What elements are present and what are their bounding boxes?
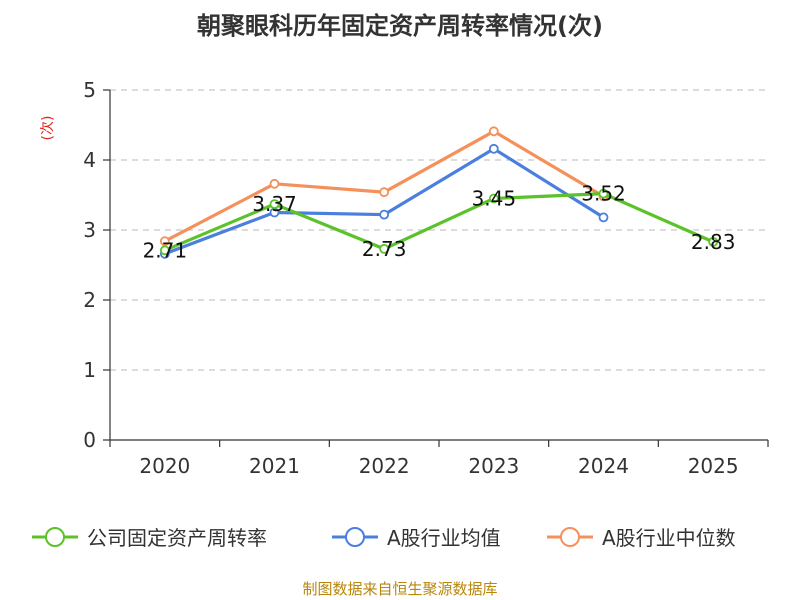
data-labels: 2.71 3.37 2.73 3.45 3.52 2.83 <box>143 182 736 263</box>
y-tick-label: 4 <box>83 148 96 172</box>
data-label: 3.52 <box>581 182 626 206</box>
data-label: 3.45 <box>472 187 517 211</box>
series <box>159 126 719 259</box>
x-tick-label: 2022 <box>359 454 410 478</box>
legend-item-3[interactable]: A股行业中位数 <box>547 526 736 550</box>
x-tick-label: 2023 <box>468 454 519 478</box>
y-tick-label: 2 <box>83 288 96 312</box>
x-tick-label: 2020 <box>139 454 190 478</box>
source-note: 制图数据来自恒生聚源数据库 <box>302 580 497 598</box>
legend: 公司固定资产周转率 A股行业均值 A股行业中位数 <box>32 526 736 550</box>
data-point[interactable] <box>379 209 390 220</box>
series-1 <box>159 188 719 256</box>
chart-title: 朝聚眼科历年固定资产周转率情况(次) <box>197 12 603 40</box>
legend-label: 公司固定资产周转率 <box>87 526 267 550</box>
legend-marker <box>45 527 65 547</box>
y-tick-label: 1 <box>83 358 96 382</box>
legend-item-2[interactable]: A股行业均值 <box>332 526 501 550</box>
data-point[interactable] <box>159 245 170 256</box>
grid <box>110 89 768 371</box>
data-label: 2.71 <box>143 238 188 262</box>
data-point[interactable] <box>488 143 499 154</box>
data-point[interactable] <box>159 236 170 247</box>
series-line <box>163 129 606 243</box>
data-point[interactable] <box>269 199 280 210</box>
data-point[interactable] <box>379 243 390 254</box>
axes: 0 1 2 3 4 5 2020 2021 2022 2023 2024 2025 <box>83 78 769 478</box>
legend-marker <box>560 527 580 547</box>
data-point[interactable] <box>488 193 499 204</box>
y-tick-label: 5 <box>83 78 96 102</box>
y-axis-label: (次) <box>40 116 56 141</box>
series-line <box>163 192 715 252</box>
y-tick-label: 0 <box>83 428 96 452</box>
data-label: 3.37 <box>252 192 297 216</box>
x-tick-label: 2024 <box>578 454 629 478</box>
x-tick-label: 2021 <box>249 454 300 478</box>
data-label: 2.73 <box>362 237 407 261</box>
data-label: 2.83 <box>691 230 736 254</box>
data-point[interactable] <box>488 126 499 137</box>
data-point[interactable] <box>598 188 609 199</box>
legend-marker <box>345 527 365 547</box>
y-tick-label: 3 <box>83 218 96 242</box>
data-point[interactable] <box>379 187 390 198</box>
data-point[interactable] <box>269 178 280 189</box>
data-point[interactable] <box>708 236 719 247</box>
data-point[interactable] <box>598 212 609 223</box>
legend-item-1[interactable]: 公司固定资产周转率 <box>32 526 267 550</box>
legend-label: A股行业中位数 <box>602 526 736 550</box>
series-3 <box>159 126 609 247</box>
x-tick-label: 2025 <box>688 454 739 478</box>
legend-label: A股行业均值 <box>387 526 501 550</box>
